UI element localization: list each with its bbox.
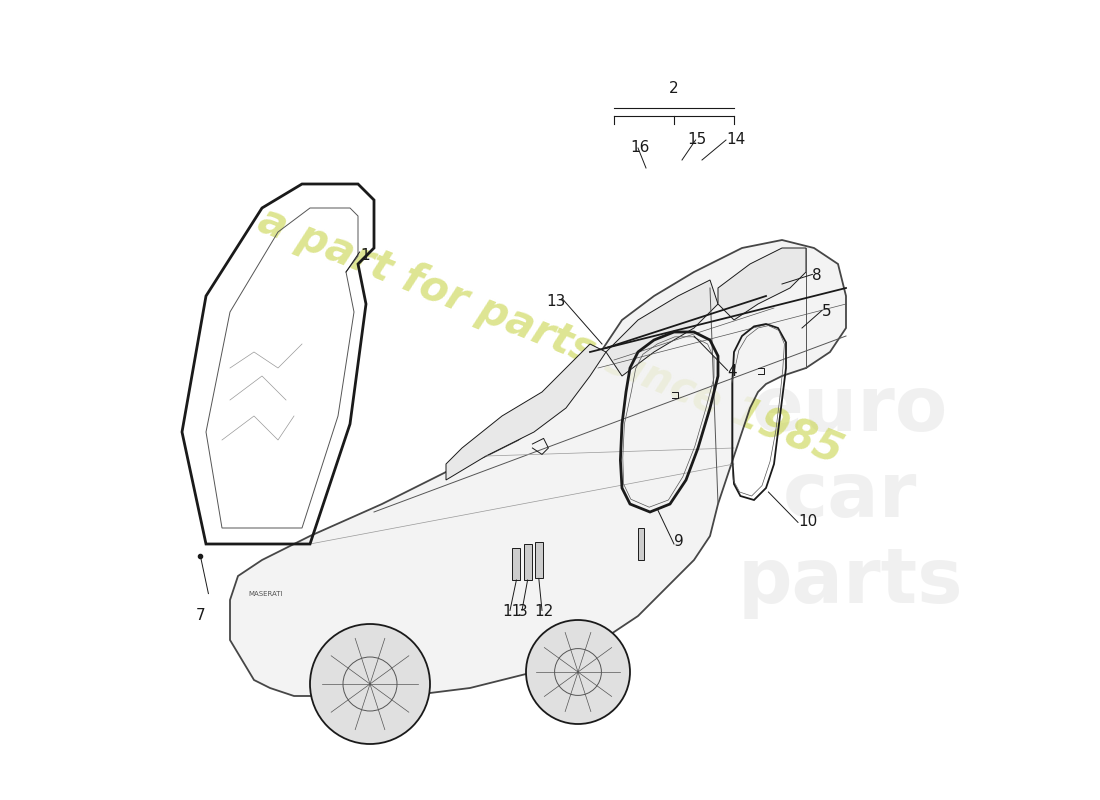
Polygon shape xyxy=(524,544,531,580)
Text: 8: 8 xyxy=(813,268,822,283)
Text: 2: 2 xyxy=(669,81,679,96)
Polygon shape xyxy=(606,280,718,376)
Text: 16: 16 xyxy=(630,140,649,155)
Text: 5: 5 xyxy=(822,304,832,319)
Text: a part for parts since 1985: a part for parts since 1985 xyxy=(252,199,848,473)
Text: 3: 3 xyxy=(518,604,528,619)
Polygon shape xyxy=(718,248,806,320)
Text: euro
car
parts: euro car parts xyxy=(737,374,962,618)
Text: 15: 15 xyxy=(688,132,707,147)
Text: 9: 9 xyxy=(674,534,684,550)
Circle shape xyxy=(310,624,430,744)
Polygon shape xyxy=(513,548,520,580)
Circle shape xyxy=(526,620,630,724)
Text: 13: 13 xyxy=(546,294,565,310)
Text: MASERATI: MASERATI xyxy=(249,591,284,597)
Text: 11: 11 xyxy=(502,604,521,619)
Text: 14: 14 xyxy=(726,132,746,147)
Text: 10: 10 xyxy=(798,514,817,530)
Text: 12: 12 xyxy=(534,604,553,619)
Polygon shape xyxy=(638,528,645,560)
Polygon shape xyxy=(446,344,606,480)
Text: 7: 7 xyxy=(196,608,206,623)
Text: 1: 1 xyxy=(361,248,370,263)
Text: 4: 4 xyxy=(727,364,737,379)
Polygon shape xyxy=(535,542,542,578)
Polygon shape xyxy=(230,240,846,696)
